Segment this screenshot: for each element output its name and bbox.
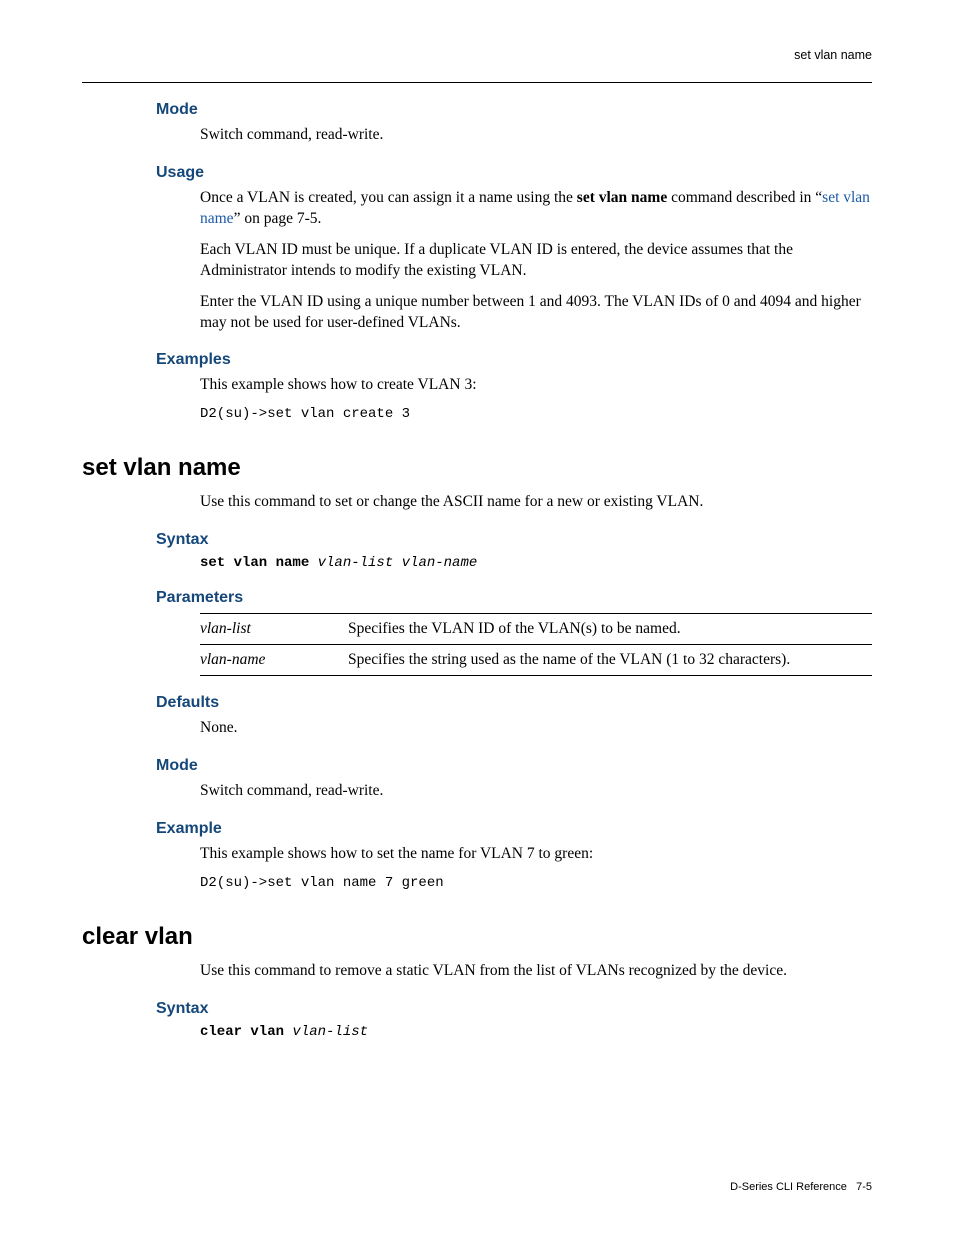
usage-p1-bold: set vlan name (577, 189, 667, 206)
example-intro-2: This example shows how to set the name f… (200, 844, 872, 865)
examples-code: D2(su)->set vlan create 3 (200, 406, 872, 422)
param-name: vlan-name (200, 645, 348, 676)
usage-p1-post: ” on page 7-5. (234, 210, 322, 227)
section-heading-usage: Usage (156, 164, 872, 182)
section-heading-mode-2: Mode (156, 757, 872, 775)
page-container: set vlan name Mode Switch command, read-… (0, 0, 954, 1235)
table-row: vlan-list Specifies the VLAN ID of the V… (200, 614, 872, 645)
syntax-args: vlan-list vlan-name (318, 555, 478, 571)
command-heading-set-vlan-name: set vlan name (82, 454, 872, 482)
examples-intro: This example shows how to create VLAN 3: (200, 375, 872, 396)
param-name: vlan-list (200, 614, 348, 645)
section-heading-mode: Mode (156, 101, 872, 119)
usage-p3: Enter the VLAN ID using a unique number … (200, 292, 872, 334)
footer-doc-title: D-Series CLI Reference (730, 1181, 847, 1193)
mode-text: Switch command, read-write. (200, 125, 872, 146)
usage-p1-mid: command described in “ (667, 189, 822, 206)
defaults-text: None. (200, 718, 872, 739)
footer-page-ref: 7-5 (856, 1181, 872, 1193)
mode-text-2: Switch command, read-write. (200, 781, 872, 802)
page-footer: D-Series CLI Reference 7-5 (730, 1181, 872, 1193)
section-heading-examples: Examples (156, 351, 872, 369)
syntax-kw-2: clear vlan (200, 1024, 284, 1040)
usage-p1: Once a VLAN is created, you can assign i… (200, 188, 872, 230)
section-heading-syntax-2: Syntax (156, 1000, 872, 1018)
parameters-table: vlan-list Specifies the VLAN ID of the V… (200, 613, 872, 676)
syntax-kw: set vlan name (200, 555, 309, 571)
section-heading-defaults: Defaults (156, 694, 872, 712)
clear-vlan-desc: Use this command to remove a static VLAN… (200, 961, 872, 982)
syntax-clear-vlan: clear vlan vlan-list (200, 1024, 872, 1040)
header-rule (82, 82, 872, 83)
set-vlan-name-desc: Use this command to set or change the AS… (200, 492, 872, 513)
usage-p1-pre: Once a VLAN is created, you can assign i… (200, 189, 577, 206)
section-heading-example: Example (156, 820, 872, 838)
table-row: vlan-name Specifies the string used as t… (200, 645, 872, 676)
param-desc: Specifies the VLAN ID of the VLAN(s) to … (348, 614, 872, 645)
syntax-set-vlan-name: set vlan name vlan-list vlan-name (200, 555, 872, 571)
section-heading-parameters: Parameters (156, 589, 872, 607)
usage-p2: Each VLAN ID must be unique. If a duplic… (200, 240, 872, 282)
running-header: set vlan name (794, 48, 872, 62)
param-desc: Specifies the string used as the name of… (348, 645, 872, 676)
command-heading-clear-vlan: clear vlan (82, 923, 872, 951)
example-code-2: D2(su)->set vlan name 7 green (200, 875, 872, 891)
syntax-args-2: vlan-list (292, 1024, 368, 1040)
section-heading-syntax-1: Syntax (156, 531, 872, 549)
